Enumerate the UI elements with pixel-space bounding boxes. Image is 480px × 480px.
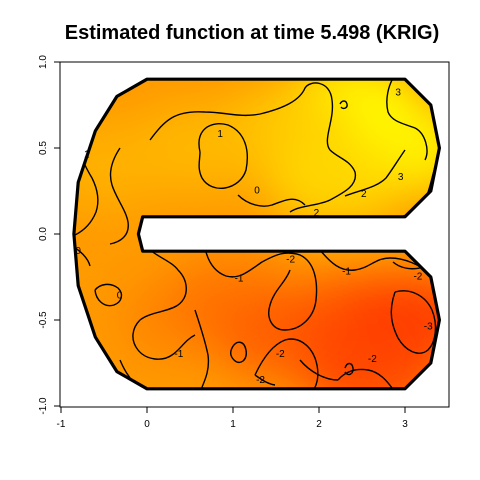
contour-label: 1 (217, 129, 223, 140)
contour-line (337, 368, 396, 389)
contour-line (149, 82, 357, 213)
contour-line (204, 247, 318, 331)
heatmap-cell (73, 120, 174, 211)
contour-label: -2 (256, 375, 265, 386)
contour-label: 2 (361, 189, 367, 200)
contour-label: -2 (286, 254, 295, 265)
contour-label: 3 (398, 172, 404, 183)
contour-label: 0 (254, 186, 260, 197)
contour-line (390, 290, 437, 354)
y-tick-label: 0.5 (38, 141, 49, 155)
heatmap-cell (300, 326, 440, 389)
contour-line (198, 123, 248, 189)
contour-label: 3 (395, 88, 401, 99)
chart-title: Estimated function at time 5.498 (KRIG) (65, 22, 440, 44)
x-tick-label: 3 (402, 419, 408, 430)
contour-line (73, 79, 102, 131)
contour-label: -2 (368, 354, 377, 365)
contour-line (94, 283, 123, 307)
y-tick-label: -1.0 (38, 397, 49, 415)
contour-line (194, 309, 210, 389)
x-tick-label: 1 (230, 419, 236, 430)
x-tick-label: 2 (316, 419, 322, 430)
domain-boundary (72, 77, 441, 391)
contour-line (237, 194, 306, 207)
contour-line (109, 147, 129, 245)
contour-line (344, 149, 406, 197)
contour-line (339, 100, 348, 110)
contour-label: 0 (75, 246, 81, 257)
contour-line (254, 374, 276, 386)
heatmap-field (73, 79, 440, 389)
contour-label: -1 (174, 349, 183, 360)
y-tick-label: 0.0 (38, 227, 49, 241)
contour-label: -2 (413, 272, 422, 283)
heatmap-cell (266, 137, 407, 228)
contour-line (73, 244, 91, 267)
contour-line (386, 79, 428, 161)
y-tick-label: 1.0 (38, 55, 49, 69)
contour-line (254, 338, 319, 389)
x-tick-label: 0 (144, 419, 150, 430)
contour-label: 2 (314, 208, 320, 219)
contour-line (392, 261, 421, 270)
x-tick-label: -1 (57, 419, 66, 430)
contour-label: -3 (424, 322, 433, 333)
contour-label: 1 (84, 150, 90, 161)
contour-label: 0 (117, 291, 123, 302)
y-axis: -1.0 -0.5 0.0 0.5 1.0 (38, 55, 61, 415)
contour-line (344, 362, 354, 376)
contour-label: -1 (342, 266, 351, 277)
contour-line (132, 249, 196, 360)
contour-label: -2 (276, 349, 285, 360)
contour-line (229, 341, 248, 364)
contour-label: -1 (235, 273, 244, 284)
contour-labels: 3 1 1 0 2 2 3 0 0 -2 -1 -2 -1 -1 -2 -2 -2 -3 (75, 88, 433, 386)
heatmap-blobs (73, 79, 440, 389)
y-tick-label: -0.5 (38, 311, 49, 329)
x-axis: -1 0 1 2 3 (57, 406, 408, 430)
contour-line (319, 249, 433, 276)
contour-line (299, 359, 339, 381)
